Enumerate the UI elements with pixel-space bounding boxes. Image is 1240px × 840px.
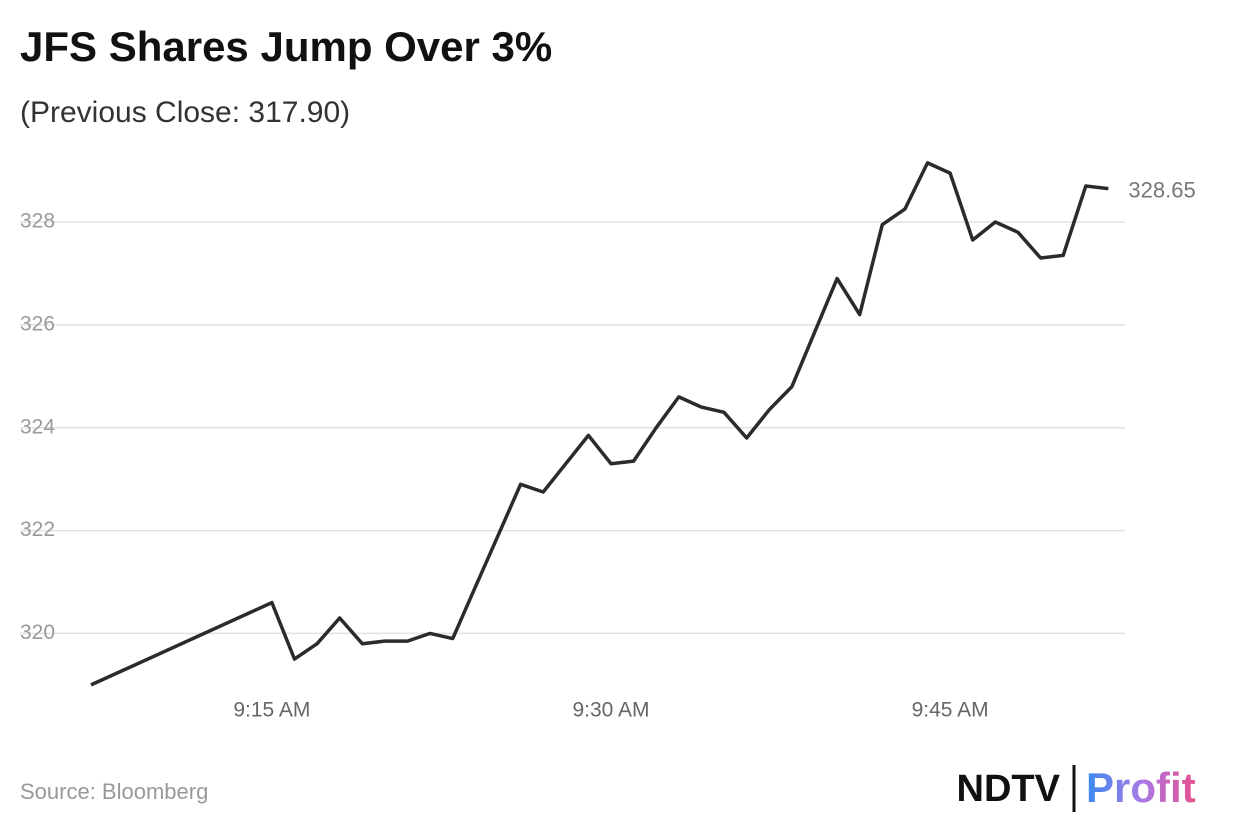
y-tick-label: 324: [20, 415, 55, 438]
end-value-label: 328.65: [1128, 177, 1195, 202]
logo-primary: NDTV: [957, 768, 1061, 810]
source: Source: Bloomberg: [20, 779, 208, 804]
x-tick-label: 9:15 AM: [233, 699, 310, 722]
y-tick-label: 326: [20, 312, 55, 335]
chart-subtitle: (Previous Close: 317.90): [20, 96, 350, 129]
line: [90, 161, 1109, 687]
logo-secondary: Profit: [1086, 764, 1196, 811]
y-tick-label: 322: [20, 518, 55, 541]
chart-title: JFS Shares Jump Over 3%: [20, 23, 552, 70]
y-tick-label: 328: [20, 210, 55, 233]
x-tick-label: 9:30 AM: [572, 699, 649, 722]
y-tick-label: 320: [20, 621, 55, 644]
x-tick-label: 9:45 AM: [912, 699, 989, 722]
